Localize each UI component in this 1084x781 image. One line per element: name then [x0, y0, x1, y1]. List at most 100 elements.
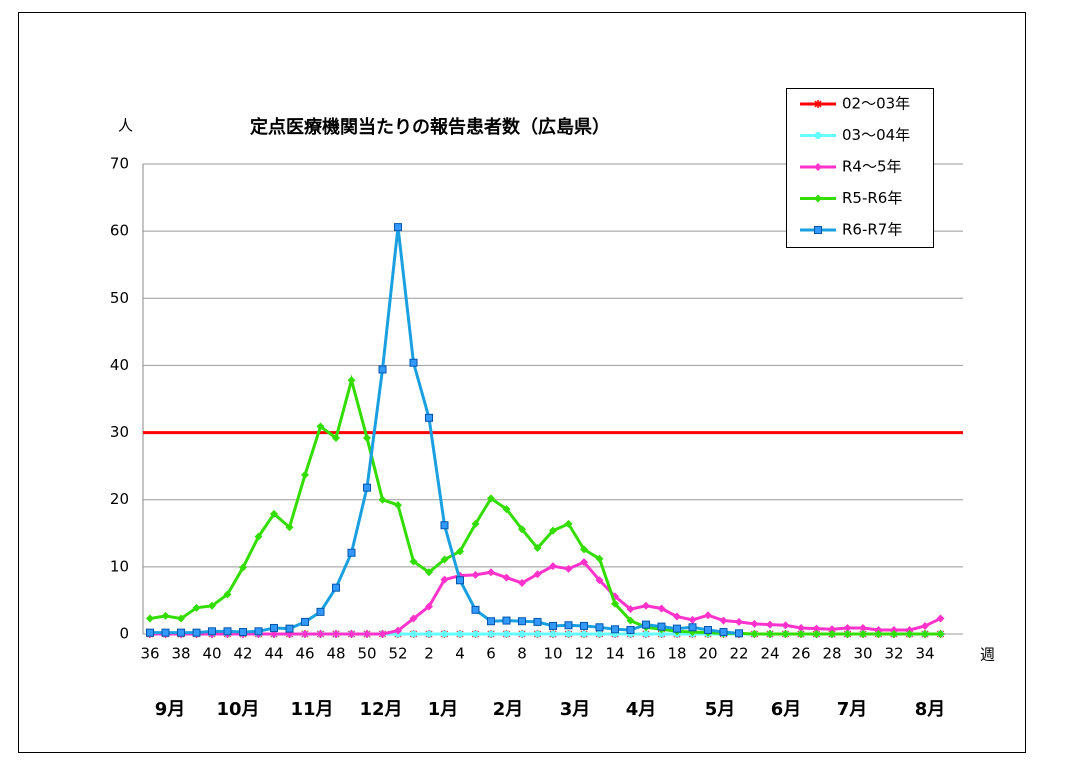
marker	[223, 627, 232, 636]
marker	[828, 625, 836, 634]
marker	[316, 630, 325, 638]
marker	[657, 604, 666, 613]
marker	[657, 622, 666, 631]
x-tick-label: 28	[822, 645, 841, 663]
marker	[688, 615, 697, 624]
legend-label: 02～03年	[842, 95, 910, 113]
x-tick-label: 6	[486, 645, 496, 663]
legend-label: R6-R7年	[842, 221, 902, 239]
marker	[626, 625, 635, 634]
marker	[208, 601, 216, 610]
marker	[456, 576, 464, 585]
chart-title: 定点医療機関当たりの報告患者数（広島県）	[250, 116, 610, 138]
marker	[812, 630, 821, 638]
marker	[549, 630, 557, 638]
marker	[440, 521, 449, 530]
marker	[301, 630, 309, 638]
x-tick-label: 24	[760, 645, 779, 663]
marker	[564, 519, 573, 528]
month-label: 4月	[626, 699, 657, 720]
x-tick-label: 44	[264, 645, 283, 663]
marker	[394, 501, 402, 510]
marker	[595, 623, 604, 632]
marker	[533, 570, 542, 579]
marker	[456, 547, 464, 556]
marker	[177, 628, 185, 637]
marker	[363, 433, 371, 442]
marker	[410, 630, 417, 638]
marker	[270, 623, 278, 632]
marker	[487, 617, 495, 626]
marker	[254, 627, 263, 636]
x-tick-label: 8	[517, 645, 527, 663]
marker	[347, 376, 356, 385]
marker	[595, 554, 604, 563]
marker	[781, 621, 790, 630]
marker	[192, 628, 201, 637]
marker	[316, 422, 325, 431]
marker	[828, 630, 836, 638]
marker	[843, 623, 852, 632]
marker	[301, 617, 309, 626]
legend-label: 03～04年	[842, 126, 910, 144]
month-label: 1月	[428, 699, 459, 720]
marker	[471, 519, 480, 528]
x-tick-label: 42	[233, 645, 252, 663]
month-label: 12月	[359, 699, 402, 720]
marker	[425, 630, 433, 638]
x-tick-label: 46	[295, 645, 314, 663]
legend-label: R5-R6年	[842, 189, 902, 207]
marker	[409, 557, 418, 566]
month-label: 2月	[493, 699, 524, 720]
x-tick-label: 48	[326, 645, 345, 663]
y-tick-label: 70	[110, 155, 129, 173]
marker	[223, 590, 232, 599]
month-label: 5月	[705, 699, 736, 720]
marker	[239, 627, 247, 636]
marker	[503, 630, 510, 638]
series-line	[149, 374, 941, 636]
marker	[471, 605, 480, 614]
marker	[378, 630, 387, 638]
month-label: 6月	[771, 699, 802, 720]
marker	[595, 576, 604, 585]
marker	[502, 573, 511, 582]
marker	[564, 621, 573, 630]
marker	[890, 630, 898, 638]
x-tick-label: 16	[636, 645, 655, 663]
marker	[921, 621, 929, 630]
marker	[580, 558, 588, 567]
marker	[596, 630, 603, 638]
marker	[766, 630, 774, 638]
x-tick-label: 22	[729, 645, 748, 663]
marker	[781, 630, 790, 638]
y-tick-label: 50	[110, 289, 129, 307]
marker	[843, 630, 852, 638]
month-label: 9月	[155, 699, 186, 720]
marker	[518, 578, 526, 587]
marker	[177, 614, 185, 623]
marker	[270, 630, 278, 638]
marker	[735, 617, 743, 626]
x-tick-label: 30	[853, 645, 872, 663]
y-tick-label: 10	[110, 557, 129, 575]
marker	[921, 630, 929, 638]
marker	[797, 630, 805, 638]
marker	[814, 194, 822, 203]
marker	[890, 625, 898, 634]
marker	[441, 630, 448, 638]
marker	[487, 568, 495, 577]
marker	[905, 625, 914, 634]
month-label: 10月	[216, 699, 259, 720]
marker	[440, 575, 449, 584]
marker	[518, 630, 526, 638]
marker	[425, 602, 433, 611]
marker	[254, 532, 263, 541]
marker	[409, 614, 418, 623]
x-tick-label: 18	[667, 645, 686, 663]
x-tick-label: 2	[424, 645, 434, 663]
marker	[378, 495, 387, 504]
marker	[487, 630, 495, 638]
marker	[363, 630, 371, 638]
x-tick-label: 10	[543, 645, 562, 663]
